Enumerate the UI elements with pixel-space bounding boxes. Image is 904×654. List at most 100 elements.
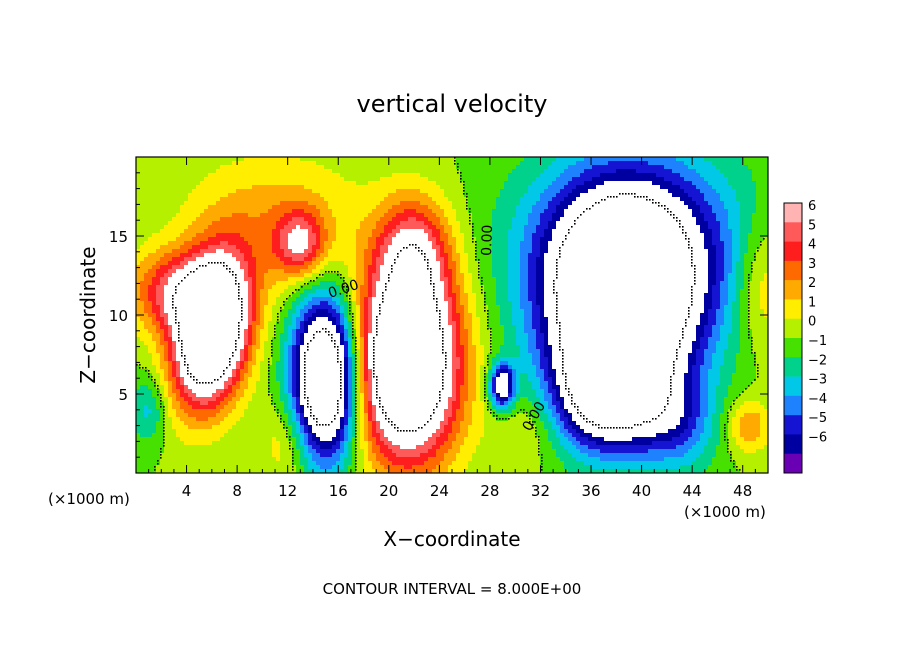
heatmap-cell bbox=[164, 169, 169, 174]
heatmap-cell bbox=[200, 445, 205, 450]
heatmap-cell bbox=[240, 169, 245, 174]
heatmap-cell bbox=[160, 193, 165, 198]
heatmap-cell bbox=[192, 201, 197, 206]
heatmap-cell bbox=[376, 245, 381, 250]
heatmap-cell bbox=[276, 313, 281, 318]
heatmap-cell bbox=[200, 433, 205, 438]
heatmap-cell bbox=[136, 421, 141, 426]
heatmap-cell bbox=[296, 257, 301, 262]
heatmap-cell bbox=[216, 469, 221, 474]
heatmap-cell bbox=[228, 389, 233, 394]
heatmap-cell bbox=[148, 173, 153, 178]
heatmap-cell bbox=[256, 233, 261, 238]
heatmap-cell bbox=[340, 421, 345, 426]
heatmap-cell bbox=[380, 233, 385, 238]
heatmap-cell bbox=[180, 405, 185, 410]
heatmap-cell bbox=[324, 201, 329, 206]
heatmap-cell bbox=[212, 189, 217, 194]
heatmap-cell bbox=[368, 385, 373, 390]
heatmap-cell bbox=[332, 273, 337, 278]
heatmap-cell bbox=[280, 457, 285, 462]
heatmap-cell bbox=[368, 409, 373, 414]
heatmap-cell bbox=[352, 169, 357, 174]
heatmap-cell bbox=[344, 369, 349, 374]
heatmap-cell bbox=[296, 269, 301, 274]
heatmap-cell bbox=[308, 213, 313, 218]
heatmap-cell bbox=[284, 349, 289, 354]
heatmap-cell bbox=[180, 437, 185, 442]
heatmap-cell bbox=[292, 313, 297, 318]
heatmap-cell bbox=[340, 169, 345, 174]
heatmap-cell bbox=[352, 261, 357, 266]
heatmap-cell bbox=[140, 177, 145, 182]
heatmap-cell bbox=[152, 393, 157, 398]
heatmap-cell bbox=[312, 197, 317, 202]
heatmap-cell bbox=[284, 169, 289, 174]
heatmap-cell bbox=[292, 273, 297, 278]
heatmap-cell bbox=[208, 441, 213, 446]
heatmap-cell bbox=[188, 277, 193, 282]
heatmap-cell bbox=[304, 389, 309, 394]
heatmap-cell bbox=[304, 165, 309, 170]
heatmap-cell bbox=[176, 273, 181, 278]
heatmap-cell bbox=[272, 349, 277, 354]
heatmap-cell bbox=[208, 421, 213, 426]
heatmap-cell bbox=[328, 217, 333, 222]
heatmap-cell bbox=[256, 193, 261, 198]
heatmap-cell bbox=[260, 413, 265, 418]
heatmap-cell bbox=[224, 205, 229, 210]
heatmap-cell bbox=[240, 429, 245, 434]
heatmap-cell bbox=[336, 257, 341, 262]
heatmap-cell bbox=[200, 365, 205, 370]
heatmap-cell bbox=[312, 225, 317, 230]
heatmap-cell bbox=[364, 405, 369, 410]
heatmap-cell bbox=[312, 421, 317, 426]
heatmap-cell bbox=[188, 413, 193, 418]
heatmap-cell bbox=[180, 285, 185, 290]
heatmap-cell bbox=[148, 437, 153, 442]
heatmap-cell bbox=[296, 329, 301, 334]
heatmap-cell bbox=[296, 469, 301, 474]
heatmap-cell bbox=[344, 225, 349, 230]
heatmap-cell bbox=[156, 409, 161, 414]
heatmap-cell bbox=[252, 225, 257, 230]
heatmap-cell bbox=[152, 265, 157, 270]
heatmap-cell bbox=[140, 269, 145, 274]
heatmap-cell bbox=[260, 201, 265, 206]
heatmap-cell bbox=[332, 249, 337, 254]
heatmap-cell bbox=[304, 317, 309, 322]
heatmap-cell bbox=[372, 177, 377, 182]
heatmap-cell bbox=[172, 341, 177, 346]
heatmap-cell bbox=[172, 165, 177, 170]
heatmap-cell bbox=[384, 377, 389, 382]
heatmap-cell bbox=[288, 325, 293, 330]
heatmap-cell bbox=[148, 349, 153, 354]
heatmap-cell bbox=[252, 217, 257, 222]
heatmap-cell bbox=[284, 369, 289, 374]
heatmap-cell bbox=[276, 217, 281, 222]
heatmap-cell bbox=[380, 289, 385, 294]
heatmap-cell bbox=[252, 205, 257, 210]
heatmap-cell bbox=[140, 429, 145, 434]
heatmap-cell bbox=[224, 445, 229, 450]
heatmap-cell bbox=[148, 333, 153, 338]
heatmap-cell bbox=[300, 273, 305, 278]
heatmap-cell bbox=[300, 261, 305, 266]
heatmap-cell bbox=[312, 345, 317, 350]
heatmap-cell bbox=[184, 309, 189, 314]
heatmap-cell bbox=[296, 301, 301, 306]
heatmap-cell bbox=[268, 181, 273, 186]
heatmap-cell bbox=[248, 373, 253, 378]
heatmap-cell bbox=[304, 337, 309, 342]
heatmap-cell bbox=[160, 297, 165, 302]
heatmap-cell bbox=[280, 429, 285, 434]
heatmap-cell bbox=[364, 417, 369, 422]
heatmap-cell bbox=[288, 177, 293, 182]
heatmap-cell bbox=[368, 185, 373, 190]
heatmap-cell bbox=[324, 229, 329, 234]
heatmap-cell bbox=[304, 285, 309, 290]
heatmap-cell bbox=[352, 333, 357, 338]
heatmap-cell bbox=[256, 337, 261, 342]
heatmap-cell bbox=[252, 185, 257, 190]
heatmap-cell bbox=[324, 345, 329, 350]
